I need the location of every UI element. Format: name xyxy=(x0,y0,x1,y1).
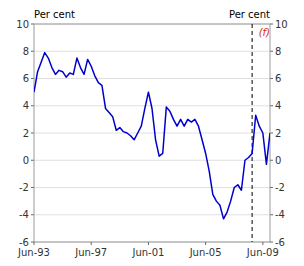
y2-tick-label: -4 xyxy=(275,209,285,220)
y-tick-label: -4 xyxy=(19,209,29,220)
x-tick xyxy=(91,242,92,245)
dashed-line xyxy=(252,24,253,242)
y2-tick-label: 6 xyxy=(275,73,281,84)
y-tick-label: -6 xyxy=(19,237,29,248)
grid-line xyxy=(34,51,270,52)
y2-tick-label: -2 xyxy=(275,182,285,193)
y-tick-label: -2 xyxy=(19,182,29,193)
y-tick-label: 6 xyxy=(23,73,29,84)
y2-label: Per cent xyxy=(229,9,270,20)
x-tick-label: Jun-05 xyxy=(189,247,222,258)
y-tick-label: 10 xyxy=(16,19,29,30)
y-label: Per cent xyxy=(34,9,75,20)
x-tick-label: Jun-01 xyxy=(131,247,164,258)
line xyxy=(34,53,270,219)
y2-tick-label: 8 xyxy=(275,46,281,57)
grid-line xyxy=(34,78,270,79)
x-tick xyxy=(205,242,206,245)
y2-tick-label: -6 xyxy=(275,237,285,248)
grid-line xyxy=(34,214,270,215)
grid-line xyxy=(34,160,270,161)
y2-tick-label: 2 xyxy=(275,128,281,139)
x-tick xyxy=(34,242,35,245)
plot-area xyxy=(34,24,270,242)
x-tick-label: Jun-09 xyxy=(246,247,279,258)
x-tick-label: Jun-97 xyxy=(74,247,107,258)
x-tick xyxy=(148,242,149,245)
grid-line xyxy=(34,133,270,134)
y-tick-label: 4 xyxy=(23,100,29,111)
plot-frame xyxy=(34,24,270,242)
y2-tick-label: 10 xyxy=(275,19,288,30)
x-tick-label: Jun-93 xyxy=(17,247,50,258)
chart: -6 -4 -2 0 2 4 6 8 10 -6 -4 -2 0 2 4 6 8 10 Jun-93 Jun-97 Ju… xyxy=(0,0,304,266)
y-tick-label: 0 xyxy=(23,155,29,166)
annotation: (f) xyxy=(259,27,270,38)
y2-tick-label: 4 xyxy=(275,100,281,111)
y-tick-label: 8 xyxy=(23,46,29,57)
y-tick-label: 2 xyxy=(23,128,29,139)
x-tick xyxy=(262,242,263,245)
y2-tick-label: 0 xyxy=(275,155,281,166)
